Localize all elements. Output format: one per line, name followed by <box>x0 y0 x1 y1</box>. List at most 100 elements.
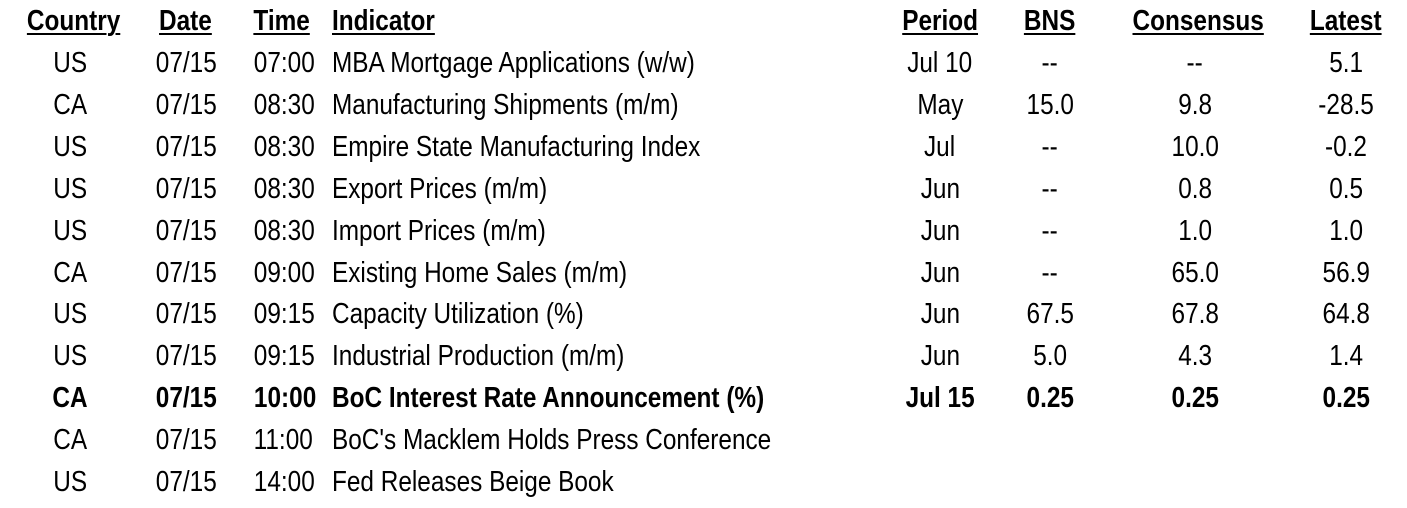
cell-time: 11:00 <box>248 419 316 461</box>
cell-country: CA <box>18 84 122 126</box>
cell-date: 07/15 <box>150 419 220 461</box>
cell-time: 08:30 <box>248 84 316 126</box>
cell-latest-text: 1.4 <box>1329 340 1363 373</box>
cell-country: US <box>18 293 122 335</box>
cell-latest: 1.4 <box>1300 335 1392 377</box>
cell-country-text: US <box>53 172 87 205</box>
cell-bns-text: -- <box>1041 47 1059 79</box>
cell-country: US <box>18 42 122 84</box>
cell-time: 08:30 <box>248 168 316 210</box>
cell-date: 07/15 <box>150 293 220 335</box>
cell-latest: 5.1 <box>1300 42 1392 84</box>
cell-indicator: BoC Interest Rate Announcement (%) <box>332 377 892 419</box>
table-row: CA 07/15 10:00 BoC Interest Rate Announceme… <box>0 377 1407 419</box>
cell-consensus: 4.3 <box>1120 335 1270 377</box>
cell-date-text: 07/15 <box>155 172 217 205</box>
cell-consensus <box>1120 461 1270 503</box>
cell-country-text: CA <box>53 88 87 121</box>
cell-indicator: Fed Releases Beige Book <box>332 461 892 503</box>
cell-bns: -- <box>1010 126 1090 168</box>
cell-time-text: 10:00 <box>253 382 317 415</box>
cell-period-text: Jul <box>924 130 956 163</box>
cell-consensus: 10.0 <box>1120 126 1270 168</box>
header-indicator: Indicator <box>332 0 892 42</box>
cell-country-text: CA <box>53 256 87 289</box>
cell-date-text: 07/15 <box>155 466 217 498</box>
cell-indicator-text: BoC Interest Rate Announcement (%) <box>332 382 765 415</box>
cell-consensus-text: 1.0 <box>1178 214 1212 247</box>
header-latest-label: Latest <box>1310 5 1382 37</box>
cell-time-text: 08:30 <box>253 88 315 121</box>
cell-latest-text: 64.8 <box>1322 298 1370 331</box>
cell-latest-text: 0.25 <box>1322 382 1370 415</box>
table-row: US 07/15 07:00 MBA Mortgage Applications (w… <box>0 42 1407 84</box>
cell-date-text: 07/15 <box>155 47 217 79</box>
cell-time-text: 09:15 <box>253 340 315 373</box>
cell-period: Jun <box>895 210 985 252</box>
cell-bns-text: 67.5 <box>1026 298 1074 331</box>
cell-consensus-text: 0.8 <box>1178 172 1212 205</box>
cell-country: US <box>18 210 122 252</box>
cell-bns: -- <box>1010 252 1090 294</box>
cell-consensus <box>1120 419 1270 461</box>
cell-consensus: -- <box>1120 42 1270 84</box>
header-date-label: Date <box>158 5 212 37</box>
cell-latest-text: 5.1 <box>1329 47 1363 79</box>
cell-bns: 5.0 <box>1010 335 1090 377</box>
cell-date: 07/15 <box>150 168 220 210</box>
header-consensus-label: Consensus <box>1132 5 1264 37</box>
cell-consensus-text: 67.8 <box>1171 298 1219 331</box>
cell-indicator: Capacity Utilization (%) <box>332 293 892 335</box>
cell-bns-text: 0.25 <box>1026 382 1074 415</box>
cell-date: 07/15 <box>150 42 220 84</box>
cell-indicator-text: Export Prices (m/m) <box>332 172 548 205</box>
cell-period <box>895 461 985 503</box>
cell-country: US <box>18 168 122 210</box>
header-date: Date <box>150 0 220 42</box>
cell-period <box>895 419 985 461</box>
header-country: Country <box>18 0 122 42</box>
cell-bns <box>1010 461 1090 503</box>
cell-date: 07/15 <box>150 377 220 419</box>
cell-latest <box>1300 461 1392 503</box>
table-row: US 07/15 08:30 Export Prices (m/m) Jun -- 0.8 0… <box>0 168 1407 210</box>
cell-time-text: 08:30 <box>253 130 315 163</box>
cell-time: 08:30 <box>248 210 316 252</box>
cell-date: 07/15 <box>150 210 220 252</box>
cell-date: 07/15 <box>150 335 220 377</box>
cell-time: 10:00 <box>248 377 316 419</box>
cell-date-text: 07/15 <box>155 130 217 163</box>
cell-indicator-text: Fed Releases Beige Book <box>332 466 614 498</box>
cell-indicator-text: BoC's Macklem Holds Press Conference <box>332 424 772 457</box>
header-time-label: Time <box>253 5 311 37</box>
cell-bns-text: -- <box>1041 130 1059 163</box>
cell-latest: 56.9 <box>1300 252 1392 294</box>
header-latest: Latest <box>1300 0 1392 42</box>
cell-latest: 1.0 <box>1300 210 1392 252</box>
cell-latest: -28.5 <box>1300 84 1392 126</box>
cell-period-text: May <box>916 88 964 121</box>
cell-indicator-text: Industrial Production (m/m) <box>332 340 625 373</box>
cell-bns <box>1010 419 1090 461</box>
cell-bns-text: -- <box>1041 256 1059 289</box>
cell-period-text: Jul 10 <box>907 47 973 79</box>
cell-country: US <box>18 461 122 503</box>
cell-country: US <box>18 335 122 377</box>
header-country-label: Country <box>26 5 121 37</box>
cell-indicator-text: Import Prices (m/m) <box>332 214 546 247</box>
cell-time: 09:15 <box>248 335 316 377</box>
cell-date-text: 07/15 <box>155 382 217 415</box>
cell-period: Jul <box>895 126 985 168</box>
cell-bns: -- <box>1010 210 1090 252</box>
table-header: Country Date Time Indicator Period BNS C… <box>0 0 1407 42</box>
cell-time: 08:30 <box>248 126 316 168</box>
cell-latest-text: 56.9 <box>1322 256 1370 289</box>
cell-time-text: 09:00 <box>253 256 315 289</box>
cell-country-text: US <box>53 47 87 79</box>
header-period: Period <box>895 0 985 42</box>
cell-consensus-text: 4.3 <box>1178 340 1212 373</box>
header-consensus: Consensus <box>1120 0 1270 42</box>
cell-period-text: Jun <box>920 172 960 205</box>
cell-date-text: 07/15 <box>155 424 217 457</box>
cell-consensus: 67.8 <box>1120 293 1270 335</box>
